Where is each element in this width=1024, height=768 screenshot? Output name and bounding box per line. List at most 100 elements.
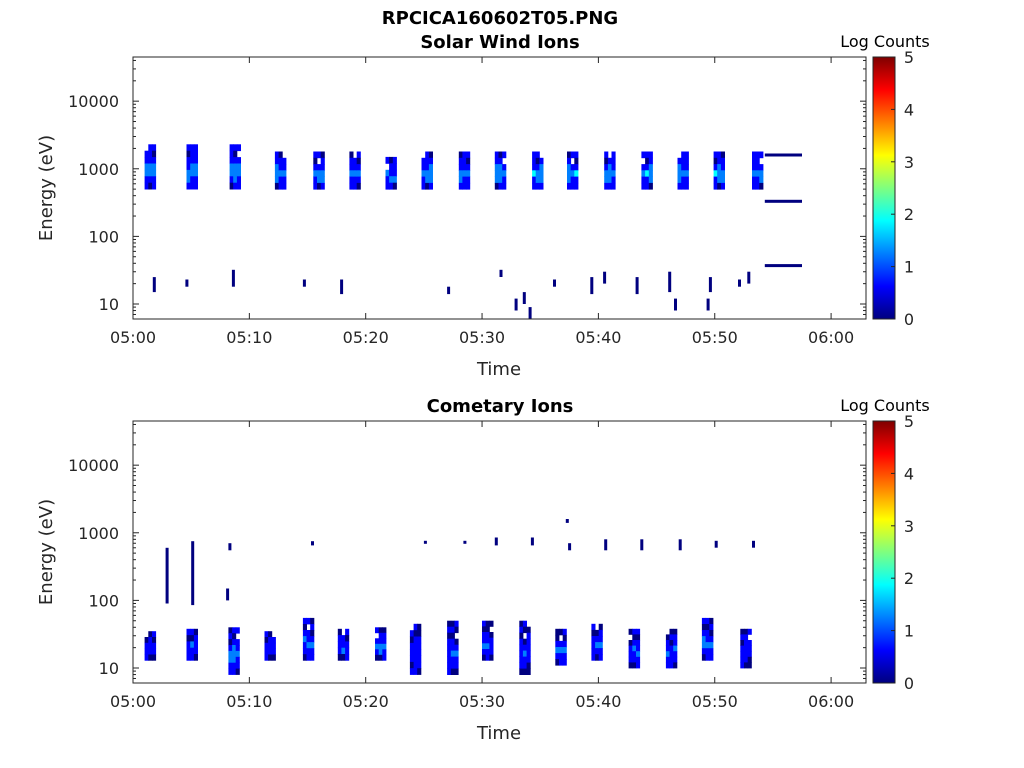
- solar-wind-block-cell: [498, 164, 503, 171]
- cometary-mark: [678, 539, 682, 551]
- cometary-block-cell: [417, 630, 422, 637]
- solar-wind-block-cell: [353, 157, 358, 165]
- cometary-block-cell: [489, 654, 494, 661]
- cometary-block-cell: [747, 640, 752, 646]
- cometary-xtick-label: 05:10: [226, 692, 272, 711]
- cometary-block-cell: [562, 628, 567, 636]
- solar-wind-block-cell: [425, 170, 430, 177]
- solar-wind-block-cell: [356, 170, 361, 177]
- solar-wind-block-cell: [320, 157, 325, 165]
- cometary-block-cell: [591, 648, 596, 655]
- solar-wind-block-cell: [233, 144, 238, 152]
- cometary-block-cell: [628, 640, 633, 646]
- cometary-block-cell: [302, 648, 307, 655]
- cometary-mark: [565, 519, 569, 523]
- solar-wind-block-cell: [532, 151, 537, 159]
- solar-wind-block-cell: [752, 182, 757, 190]
- solar-wind-block-cell: [233, 169, 238, 177]
- solar-wind-block-cell: [498, 170, 503, 177]
- cometary-block-cell: [232, 639, 237, 646]
- solar-wind-block-cell: [574, 151, 579, 159]
- solar-wind-block-cell: [752, 176, 757, 184]
- cometary-block-cell: [306, 648, 311, 655]
- cometary-block-cell: [447, 668, 452, 675]
- cometary-block-cell: [447, 644, 452, 652]
- cometary-block-cell: [447, 662, 452, 669]
- solar-wind-block-cell: [648, 182, 653, 190]
- cometary-block-cell: [235, 645, 240, 652]
- cometary-block-cell: [701, 630, 706, 637]
- solar-wind-block-cell: [458, 176, 463, 184]
- cometary-block-cell: [485, 620, 490, 627]
- solar-wind-block-cell: [720, 176, 725, 184]
- cometary-block-cell: [591, 623, 596, 631]
- solar-wind-block-cell: [190, 150, 195, 158]
- solar-wind-block-cell: [717, 170, 722, 177]
- solar-wind-ytick-label: 1000: [78, 160, 119, 179]
- solar-wind-block-cell: [462, 182, 467, 190]
- solar-wind-block-cell: [425, 182, 430, 190]
- solar-wind-block-cell: [186, 176, 191, 184]
- solar-wind-block-cell: [502, 170, 507, 177]
- solar-wind-block-cell: [186, 182, 191, 190]
- solar-wind-block-cell: [717, 157, 722, 165]
- cometary-block-cell: [598, 654, 603, 661]
- solar-wind-mark: [447, 286, 451, 295]
- solar-wind-block-cell: [466, 157, 471, 165]
- cometary-block-cell: [705, 630, 710, 637]
- solar-wind-block-cell: [229, 169, 234, 177]
- cometary-mark: [463, 540, 467, 544]
- cometary-block-cell: [232, 650, 237, 658]
- cometary-block-cell: [413, 649, 418, 656]
- solar-wind-block-cell: [349, 151, 354, 159]
- cometary-block-cell: [268, 642, 273, 649]
- cometary-mark: [494, 537, 498, 546]
- solar-wind-block-cell: [681, 182, 686, 190]
- cometary-block-cell: [232, 656, 237, 664]
- solar-wind-block-cell: [385, 156, 390, 164]
- solar-wind-block-cell: [186, 150, 191, 158]
- solar-wind-block-cell: [148, 144, 153, 152]
- solar-wind-block-cell: [604, 151, 609, 159]
- cometary-block-cell: [665, 651, 670, 658]
- cometary-block-cell: [454, 656, 459, 663]
- cometary-block-cell: [673, 656, 678, 663]
- cometary-block-cell: [519, 668, 524, 675]
- solar-wind-block-cell: [193, 157, 198, 164]
- solar-wind-xlabel: Time: [476, 359, 521, 380]
- cometary-block-cell: [559, 659, 564, 666]
- solar-wind-block-cell: [567, 170, 572, 177]
- solar-wind-block-cell: [229, 182, 234, 190]
- solar-wind-mark: [231, 269, 235, 287]
- solar-wind-block-cell: [392, 182, 397, 190]
- solar-wind-block-cell: [645, 170, 650, 177]
- cometary-block-cell: [186, 628, 191, 636]
- cometary-block-cell: [454, 662, 459, 669]
- solar-wind-block-cell: [611, 182, 616, 190]
- cometary-block-cell: [228, 627, 233, 634]
- cometary-block-cell: [232, 668, 237, 675]
- cometary-block-cell: [447, 620, 452, 628]
- cometary-block-cell: [555, 634, 560, 642]
- solar-wind-block-cell: [502, 164, 507, 171]
- solar-wind-xtick-label: 06:00: [808, 328, 854, 347]
- solar-wind-block-cell: [535, 157, 540, 165]
- solar-wind-line-mark: [764, 264, 802, 268]
- solar-wind-mark: [706, 298, 710, 311]
- solar-wind-block-cell: [498, 151, 503, 159]
- solar-wind-block-cell: [532, 164, 537, 171]
- cometary-block-cell: [228, 650, 233, 658]
- cometary-block-cell: [447, 650, 452, 657]
- solar-wind-block-cell: [567, 157, 572, 165]
- solar-wind-block-cell: [353, 176, 358, 184]
- solar-wind-block-cell: [236, 144, 241, 152]
- cometary-block-cell: [264, 637, 269, 644]
- cometary-block-cell: [709, 617, 714, 625]
- cometary-block-cell: [417, 642, 422, 650]
- cometary-block-cell: [485, 643, 490, 650]
- cometary-block-cell: [526, 668, 531, 675]
- cometary-data: [144, 519, 755, 675]
- cometary-mark: [604, 539, 608, 551]
- figure-title: RPCICA160602T05.PNG: [382, 8, 618, 29]
- solar-wind-block-cell: [677, 164, 682, 171]
